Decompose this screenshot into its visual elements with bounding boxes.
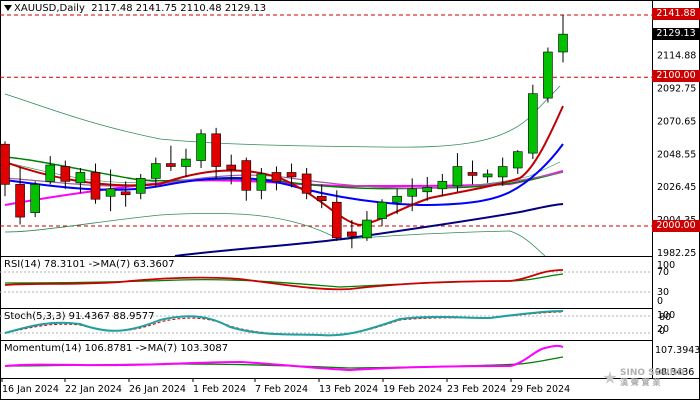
date-axis-label: 16 Jan 2024: [2, 384, 59, 395]
candle-body: [166, 163, 176, 167]
stoch-label-80: 80: [659, 312, 671, 323]
momentum-line: [4, 344, 564, 372]
rsi-label-100: 100: [657, 260, 675, 271]
candle-body: [512, 151, 523, 169]
logo-line-2: 漢 聲 實 業: [620, 378, 661, 387]
sino-sound-logo: SINO SOUND 漢 聲 實 業: [603, 368, 685, 388]
rsi-panel-title: RSI(14) 78.3101 ->MA(7) 63.3607: [4, 259, 175, 270]
date-axis-label: 13 Feb 2024: [319, 384, 378, 395]
date-axis-label: 23 Feb 2024: [447, 384, 506, 395]
stoch-label-0: 0: [659, 326, 665, 337]
bollinger-lower-band: [4, 212, 546, 257]
rsi-line: [4, 269, 564, 291]
date-axis-label: 7 Feb 2024: [255, 384, 308, 395]
price-axis-tick: 2070.65: [657, 116, 696, 127]
candle-body: [105, 188, 116, 197]
candle-body: [286, 172, 297, 178]
candle-body: [331, 201, 342, 239]
ohlc-values: 2117.48 2141.75 2110.48 2129.13: [91, 3, 267, 14]
date-axis-label: 26 Jan 2024: [129, 384, 186, 395]
candle-body: [347, 231, 357, 237]
symbol-label: XAUUSD,Daily: [14, 3, 85, 14]
logo-emblem-icon: [603, 371, 617, 384]
chart-header: XAUUSD,Daily 2117.48 2141.75 2110.48 212…: [4, 3, 266, 14]
candle-body: [316, 195, 327, 202]
candle-body: [45, 164, 56, 182]
rsi-label-30: 30: [657, 287, 669, 298]
candle-body: [377, 201, 387, 219]
candle-body: [452, 166, 463, 187]
candle-body: [301, 173, 312, 194]
momentum-panel-title: Momentum(14) 106.8781 ->MA(7) 103.3087: [4, 343, 229, 354]
rsi-label-0: 0: [657, 296, 663, 307]
candle-body: [151, 163, 161, 179]
candle-body: [60, 166, 71, 182]
candle-body: [558, 33, 568, 53]
ma-navy-line: [174, 203, 564, 257]
candle-body: [15, 184, 25, 218]
collapse-triangle-icon[interactable]: [4, 5, 12, 11]
date-axis-label: 29 Feb 2024: [511, 384, 570, 395]
candle-body: [90, 172, 101, 200]
candle-body: [135, 178, 146, 194]
high-price-box: 2141.88: [652, 8, 700, 20]
stoch-panel-title: Stoch(5,3,3) 91.4367 88.9577: [4, 311, 155, 322]
price-axis-tick: 2092.75: [657, 84, 696, 95]
ma-red-line: [4, 105, 564, 227]
candle-body: [241, 160, 252, 191]
candle-body: [211, 133, 221, 167]
ma-blue-line: [4, 143, 564, 207]
bollinger-upper-band: [4, 85, 561, 148]
candle-body: [543, 51, 553, 99]
momentum-label-low: 98.3436: [655, 367, 694, 378]
candle-body: [196, 133, 206, 161]
candle-body: [422, 187, 433, 193]
price-axis-tick: 1982.25: [657, 248, 696, 259]
stoch-label-100: 100: [657, 310, 675, 321]
candle-body: [407, 188, 417, 197]
date-axis-label: 1 Feb 2024: [193, 384, 246, 395]
date-axis-label: 19 Feb 2024: [383, 384, 442, 395]
price-axis-tick: 2114.88: [657, 51, 696, 62]
candle-body: [75, 172, 86, 184]
price-axis-tick: 2048.55: [657, 149, 696, 160]
candle-body: [437, 181, 448, 190]
candle-body: [226, 164, 237, 170]
logo-line-1: SINO SOUND: [620, 368, 685, 378]
stoch-main-line: [4, 310, 564, 337]
ma-purple-line: [4, 171, 564, 189]
candle-body: [497, 166, 508, 178]
rsi-label-70: 70: [657, 267, 669, 278]
candle-body: [482, 173, 493, 178]
current-price-box: 2129.13: [652, 28, 700, 40]
candle-body: [30, 184, 40, 213]
level-2000-box: 2000.00: [652, 220, 700, 232]
level-2100-box: 2100.00: [652, 70, 700, 82]
candle-body: [181, 158, 191, 167]
date-axis-label: 22 Jan 2024: [65, 384, 122, 395]
candle-body: [362, 219, 372, 239]
candle-body: [528, 93, 538, 154]
candle-body: [256, 173, 267, 191]
candle-body: [0, 143, 10, 185]
price-axis-tick: 2026.45: [657, 182, 696, 193]
stoch-label-20: 20: [657, 324, 669, 335]
candle-body: [120, 191, 131, 196]
momentum-label-high: 107.3943: [655, 345, 700, 356]
candle-body: [467, 172, 478, 176]
candle-body: [392, 195, 402, 203]
candle-body: [271, 172, 282, 182]
